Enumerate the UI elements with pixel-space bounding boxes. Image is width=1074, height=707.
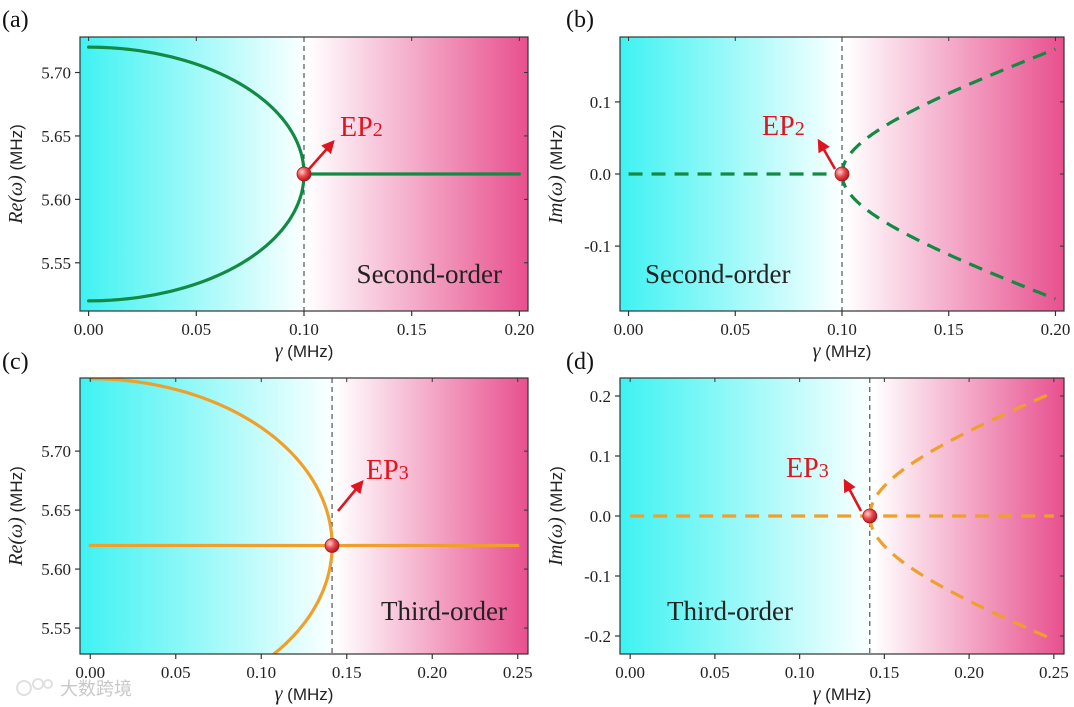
plot-background (80, 378, 528, 654)
y-tick-label: 0.0 (590, 165, 611, 184)
x-tick-label: 0.15 (934, 320, 964, 339)
watermark-logo-icon (16, 678, 53, 696)
ep-arrow (336, 479, 364, 512)
ep-label: EP2 (762, 111, 805, 142)
panel-label: (d) (566, 349, 594, 375)
y-tick-label: 5.55 (41, 254, 71, 273)
ep-arrow (843, 478, 863, 512)
ep-point (834, 166, 850, 182)
ep-label: EP3 (366, 455, 409, 486)
axes-group: 0.00 0.05 0.10 0.15 0.20 0.25 5.55 5.60 5.65 5.70 (41, 378, 533, 682)
curves-group (87, 45, 521, 303)
x-tick-label: 0.20 (417, 663, 447, 682)
series-line-lower (87, 172, 306, 303)
x-tick-label: 0.00 (615, 663, 645, 682)
y-tick-label: -0.1 (584, 567, 611, 586)
panel-c: 0.00 0.05 0.10 0.15 0.20 0.25 5.55 5.60 5.65 5.70… (2, 349, 533, 705)
x-tick-label: 0.25 (503, 663, 533, 682)
order-label: Second-order (357, 259, 502, 289)
panel-label: (c) (2, 349, 29, 375)
panel-label: (a) (2, 7, 29, 33)
x-tick-label: 0.25 (1039, 663, 1069, 682)
plot-frame (79, 377, 529, 655)
x-axis-label: γ (MHz) (813, 340, 872, 362)
ep-point (324, 538, 340, 553)
y-tick-label: 0.1 (590, 93, 611, 112)
y-tick-label: 0.2 (590, 387, 611, 406)
y-tick-label: 5.70 (41, 64, 71, 83)
panel-d: 0.00 0.05 0.10 0.15 0.20 0.25 -0.2 -0.1 0.0 0.1 0.… (545, 349, 1069, 705)
series-line-upper (88, 378, 334, 545)
order-label: Third-order (667, 596, 793, 626)
x-tick-label: 0.15 (397, 320, 427, 339)
x-tick-label: 0.05 (161, 663, 191, 682)
watermark-text: 大数跨境 (60, 679, 132, 699)
series-line-lower (840, 173, 1057, 301)
y-tick-label: 5.55 (41, 619, 71, 638)
x-tick-label: 0.00 (74, 320, 104, 339)
axes-group: 0.00 0.05 0.10 0.15 0.20 -0.1 0.0 0.1 (584, 37, 1070, 339)
x-tick-label: 0.10 (246, 663, 276, 682)
series-line-lower (271, 546, 334, 654)
x-tick-label: 0.20 (1041, 320, 1071, 339)
x-tick-label: 0.05 (720, 320, 750, 339)
series-line-upper (87, 45, 306, 176)
axes-group: 0.00 0.05 0.10 0.15 0.20 5.55 5.60 5.65 5.70 (41, 37, 534, 339)
order-label: Second-order (645, 259, 790, 289)
y-tick-label: 5.60 (41, 190, 71, 209)
y-tick-label: 0.0 (590, 507, 611, 526)
x-tick-label: 0.15 (869, 663, 899, 682)
x-axis-label: γ (MHz) (813, 683, 872, 705)
x-tick-label: 0.05 (700, 663, 730, 682)
y-tick-label: 5.70 (41, 442, 71, 461)
curves-group (630, 390, 1055, 642)
ep-label: EP3 (786, 453, 829, 484)
panel-b: 0.00 0.05 0.10 0.15 0.20 -0.1 0.0 0.1 γ (MHz) Im(… (545, 7, 1070, 362)
series-line-lower (868, 515, 1055, 642)
y-tick-label: 5.65 (41, 127, 71, 146)
panels-container: 0.00 0.05 0.10 0.15 0.20 5.55 5.60 5.65 5.70 γ (M… (2, 7, 1070, 705)
y-tick-label: 5.60 (41, 560, 71, 579)
y-tick-label: -0.2 (584, 627, 611, 646)
x-tick-label: 0.20 (954, 663, 984, 682)
series-line-upper (840, 47, 1057, 175)
series-line-upper (868, 390, 1055, 517)
x-tick-label: 0.05 (181, 320, 211, 339)
x-axis-label: γ (MHz) (275, 683, 334, 705)
x-tick-label: 0.20 (505, 320, 535, 339)
curves-group (88, 378, 520, 654)
x-tick-label: 0.10 (289, 320, 319, 339)
y-tick-label: 0.1 (590, 447, 611, 466)
y-tick-label: 5.65 (41, 501, 71, 520)
y-axis-label: Im(ω) (MHz) (545, 124, 567, 225)
y-tick-label: -0.1 (584, 237, 611, 256)
ep-point (296, 166, 312, 182)
x-tick-label: 0.00 (75, 663, 105, 682)
ep-arrow (308, 140, 335, 170)
axes-group: 0.00 0.05 0.10 0.15 0.20 0.25 -0.2 -0.1 0.0 0.1 0.… (584, 378, 1069, 682)
order-label: Third-order (381, 596, 507, 626)
panel-a: 0.00 0.05 0.10 0.15 0.20 5.55 5.60 5.65 5.70 γ (M… (2, 7, 534, 362)
x-axis-label: γ (MHz) (275, 340, 334, 362)
ep-point (862, 508, 878, 524)
ep-arrow (817, 138, 837, 170)
x-tick-label: 0.15 (332, 663, 362, 682)
x-tick-label: 0.00 (614, 320, 644, 339)
y-axis-label: Re(ω) (MHz) (5, 124, 27, 225)
ep-label: EP2 (340, 112, 383, 143)
panel-label: (b) (566, 7, 594, 33)
x-tick-label: 0.10 (785, 663, 815, 682)
y-axis-label: Im(ω) (MHz) (545, 466, 567, 567)
y-axis-label: Re(ω) (MHz) (5, 466, 27, 567)
x-tick-label: 0.10 (827, 320, 857, 339)
